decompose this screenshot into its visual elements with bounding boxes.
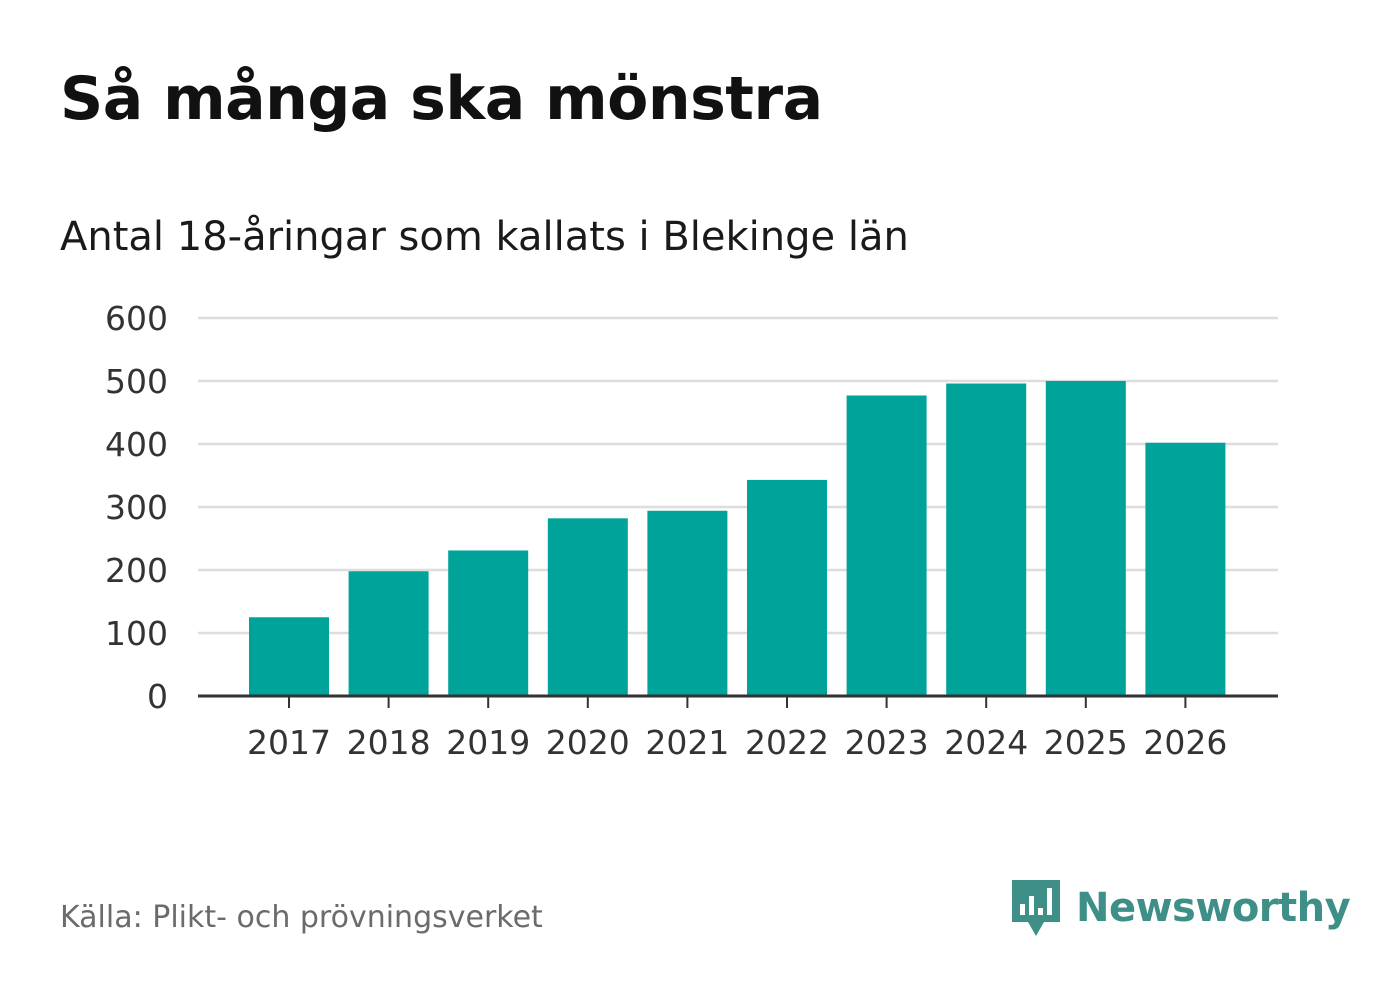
x-tick-label: 2017 — [247, 723, 331, 762]
brand-name: Newsworthy — [1076, 885, 1351, 931]
x-tick-label: 2025 — [1044, 723, 1128, 762]
bar-2017 — [249, 617, 329, 696]
x-axis-ticks: 2017 2018 2019 2020 2021 2022 2023 2024 2025 2026 — [247, 723, 1227, 762]
bar-chart: 0 100 200 300 400 500 600 2017 2018 2019 2020 2021… — [105, 299, 1278, 762]
y-tick-label: 400 — [105, 425, 168, 464]
x-tick-label: 2022 — [745, 723, 829, 762]
bar-2018 — [348, 571, 429, 696]
x-tick-label: 2019 — [446, 723, 530, 762]
x-axis — [198, 694, 1278, 708]
newsworthy-logo-icon — [1012, 880, 1060, 936]
y-axis-ticks: 0 100 200 300 400 500 600 — [105, 299, 168, 716]
y-tick-label: 500 — [105, 362, 168, 401]
brand-logo: Newsworthy — [1010, 878, 1351, 938]
y-tick-label: 200 — [105, 551, 168, 590]
bar-2021 — [647, 510, 728, 696]
chart-subtitle: Antal 18-åringar som kallats i Blekinge … — [60, 214, 909, 260]
y-tick-label: 600 — [105, 299, 168, 338]
bar-2020 — [547, 518, 628, 696]
y-tick-label: 300 — [105, 488, 168, 527]
bars — [249, 381, 1226, 696]
y-tick-label: 100 — [105, 614, 168, 653]
bar-2026 — [1145, 442, 1226, 696]
bar-2023 — [846, 395, 927, 696]
x-tick-label: 2020 — [546, 723, 630, 762]
source-note: Källa: Plikt- och prövningsverket — [60, 900, 543, 935]
x-tick-label: 2018 — [347, 723, 431, 762]
chart-title: Så många ska mönstra — [60, 64, 823, 134]
bar-2019 — [448, 550, 529, 696]
bar-2025 — [1045, 381, 1126, 696]
bar-2024 — [946, 383, 1027, 696]
bar-2022 — [747, 479, 827, 696]
x-tick-label: 2026 — [1143, 723, 1227, 762]
x-tick-label: 2023 — [845, 723, 929, 762]
x-tick-label: 2021 — [645, 723, 729, 762]
x-tick-label: 2024 — [944, 723, 1028, 762]
y-tick-label: 0 — [147, 677, 168, 716]
